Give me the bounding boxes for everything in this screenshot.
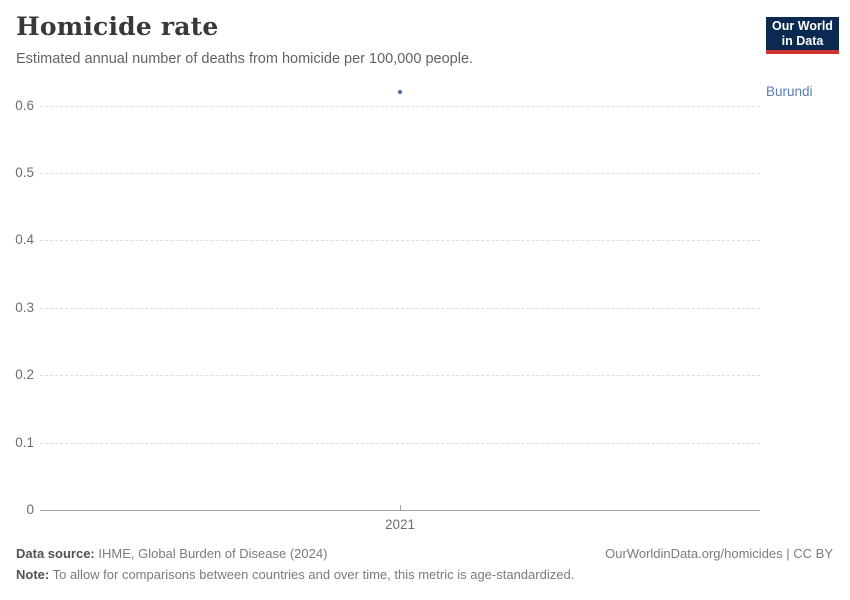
chart-subtitle: Estimated annual number of deaths from h… bbox=[16, 51, 474, 67]
data-source-label: Data source: bbox=[16, 546, 95, 561]
data-source-line: Data source: IHME, Global Burden of Dise… bbox=[16, 546, 327, 561]
y-axis-tick-label: 0.3 bbox=[15, 299, 34, 315]
note-line: Note: To allow for comparisons between c… bbox=[16, 567, 833, 582]
y-axis-tick-label: 0.2 bbox=[15, 367, 34, 383]
plot-area bbox=[40, 72, 760, 511]
page-title: Homicide rate bbox=[16, 12, 219, 41]
logo-line-1: Our World bbox=[772, 18, 833, 33]
owid-logo[interactable]: Our World in Data bbox=[766, 17, 839, 54]
note-value: To allow for comparisons between countri… bbox=[49, 567, 575, 582]
logo-line-2: in Data bbox=[781, 33, 824, 48]
gridline bbox=[40, 307, 760, 309]
gridline bbox=[40, 105, 760, 107]
y-axis-tick-label: 0.1 bbox=[15, 434, 34, 450]
y-axis-tick-label: 0 bbox=[26, 502, 34, 517]
owid-credit-link[interactable]: OurWorldinData.org/homicides | CC BY bbox=[605, 546, 833, 561]
data-source-value: IHME, Global Burden of Disease (2024) bbox=[94, 546, 328, 561]
gridline bbox=[40, 240, 760, 242]
gridline bbox=[40, 442, 760, 444]
gridline bbox=[40, 173, 760, 175]
entity-label[interactable]: Burundi bbox=[766, 84, 813, 100]
chart-footer: Data source: IHME, Global Burden of Dise… bbox=[16, 546, 833, 582]
x-axis-tick bbox=[400, 505, 401, 510]
y-axis-tick-label: 0.6 bbox=[15, 97, 34, 113]
y-axis-tick-label: 0.5 bbox=[15, 165, 34, 181]
y-axis-tick-label: 0.4 bbox=[15, 232, 34, 248]
gridline bbox=[40, 375, 760, 377]
data-point[interactable] bbox=[398, 90, 402, 95]
note-label: Note: bbox=[16, 567, 50, 582]
x-axis-tick-label: 2021 bbox=[384, 517, 416, 532]
gridline bbox=[40, 510, 760, 511]
